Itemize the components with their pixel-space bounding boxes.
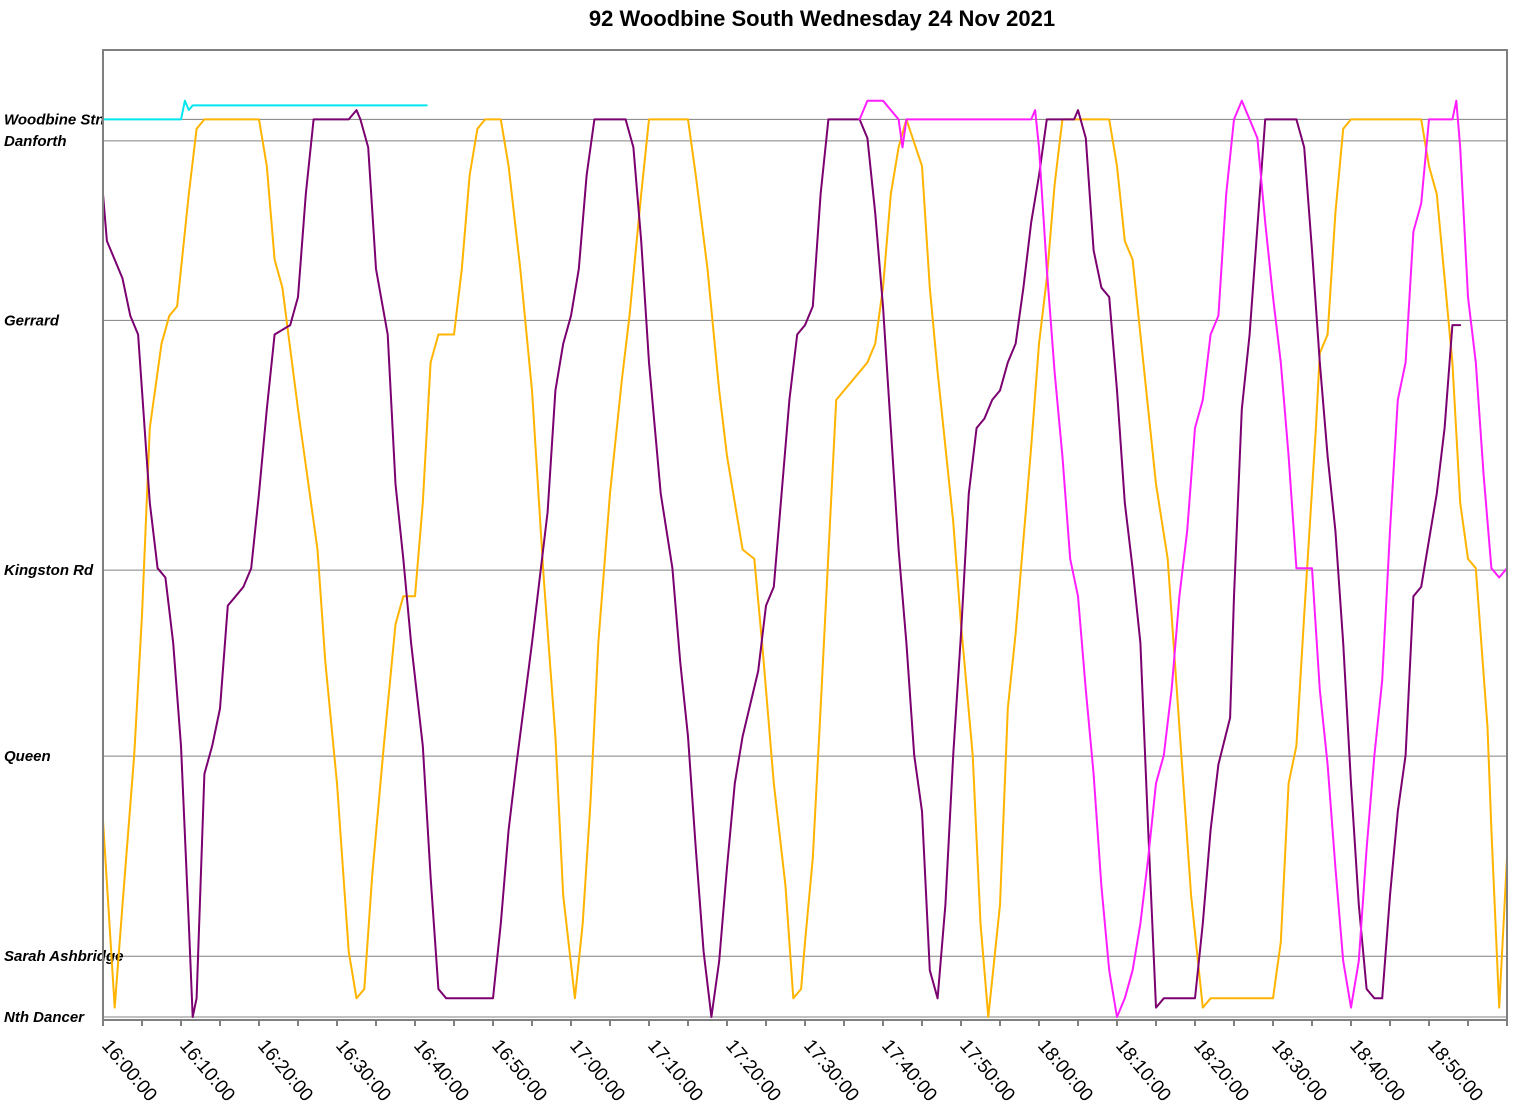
x-tick-label-17-30-00: 17:30:00 (799, 1036, 863, 1106)
stop-label-gerrard: Gerrard (4, 312, 60, 329)
x-tick-label-17-50-00: 17:50:00 (955, 1036, 1019, 1106)
x-tick-label-17-20-00: 17:20:00 (721, 1036, 785, 1106)
stop-label-nth-dancer: Nth Dancer (4, 1009, 85, 1026)
x-tick-label-16-00-00: 16:00:00 (97, 1036, 161, 1106)
x-tick-label-18-30-00: 18:30:00 (1267, 1036, 1331, 1106)
stop-label-sarah-ashbridge: Sarah Ashbridge (4, 948, 123, 965)
stop-label-danforth: Danforth (4, 133, 67, 150)
vehicle-trace-4 (858, 99, 1508, 1018)
stop-label-kingston-rd: Kingston Rd (4, 562, 94, 579)
x-tick-label-17-00-00: 17:00:00 (565, 1036, 629, 1106)
series-lines (102, 99, 1508, 1018)
vehicle-trace-2 (102, 118, 1508, 1018)
plot-area-frame (102, 49, 1508, 1021)
x-tick-label-18-20-00: 18:20:00 (1189, 1036, 1253, 1106)
x-tick-label-18-40-00: 18:40:00 (1345, 1036, 1409, 1106)
x-tick-label-17-10-00: 17:10:00 (643, 1036, 707, 1106)
stop-labels: Woodbine Stn Danforth Gerrard Kingston Rd Qu… (4, 111, 123, 1026)
x-tick-label-18-10-00: 18:10:00 (1111, 1036, 1175, 1106)
stop-label-queen: Queen (4, 748, 51, 765)
grid-lines (103, 118, 1507, 1018)
x-tick-label-16-30-00: 16:30:00 (331, 1036, 395, 1106)
x-tick-label-16-20-00: 16:20:00 (253, 1036, 317, 1106)
x-tick-label-18-50-00: 18:50:00 (1423, 1036, 1487, 1106)
x-tick-label-18-00-00: 18:00:00 (1033, 1036, 1097, 1106)
x-tick-label-16-50-00: 16:50:00 (487, 1036, 551, 1106)
x-tick-label-16-40-00: 16:40:00 (409, 1036, 473, 1106)
stop-label-woodbine-stn: Woodbine Stn (4, 111, 105, 128)
x-tick-label-16-10-00: 16:10:00 (175, 1036, 239, 1106)
x-tick-label-17-40-00: 17:40:00 (877, 1036, 941, 1106)
x-axis-tick-labels: 16:00:00 16:10:00 16:20:00 16:30:00 16:40:00… (97, 1036, 1487, 1106)
chart-title: 92 Woodbine South Wednesday 24 Nov 2021 (589, 6, 1055, 31)
vehicle-trace-1 (102, 99, 428, 121)
vehicle-trace-3 (102, 109, 1462, 1018)
